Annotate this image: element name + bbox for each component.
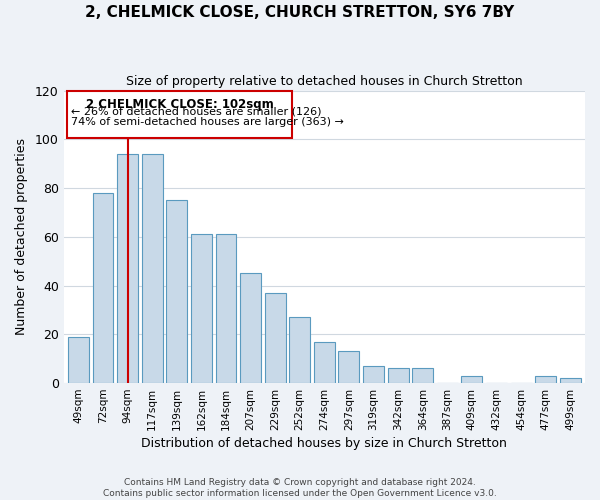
Bar (265, 293, 286, 383)
Bar (289, 318, 310, 383)
Bar (240, 274, 261, 383)
Text: 2 CHELMICK CLOSE: 102sqm: 2 CHELMICK CLOSE: 102sqm (86, 98, 274, 111)
Bar (117, 154, 138, 383)
FancyBboxPatch shape (67, 90, 292, 138)
Title: Size of property relative to detached houses in Church Stretton: Size of property relative to detached ho… (126, 75, 523, 88)
Bar (314, 342, 335, 383)
Bar (560, 378, 581, 383)
Bar (535, 376, 556, 383)
Text: 2, CHELMICK CLOSE, CHURCH STRETTON, SY6 7BY: 2, CHELMICK CLOSE, CHURCH STRETTON, SY6 … (85, 5, 515, 20)
Bar (92, 193, 113, 383)
Bar (166, 200, 187, 383)
Text: Contains HM Land Registry data © Crown copyright and database right 2024.
Contai: Contains HM Land Registry data © Crown c… (103, 478, 497, 498)
Text: 74% of semi-detached houses are larger (363) →: 74% of semi-detached houses are larger (… (71, 118, 344, 128)
Bar (142, 154, 163, 383)
Bar (461, 376, 482, 383)
Bar (68, 337, 89, 383)
Bar (412, 368, 433, 383)
Bar (338, 352, 359, 383)
Bar (363, 366, 384, 383)
Text: ← 26% of detached houses are smaller (126): ← 26% of detached houses are smaller (12… (71, 106, 322, 117)
Y-axis label: Number of detached properties: Number of detached properties (15, 138, 28, 336)
Bar (191, 234, 212, 383)
Bar (215, 234, 236, 383)
Bar (388, 368, 409, 383)
X-axis label: Distribution of detached houses by size in Church Stretton: Distribution of detached houses by size … (142, 437, 507, 450)
